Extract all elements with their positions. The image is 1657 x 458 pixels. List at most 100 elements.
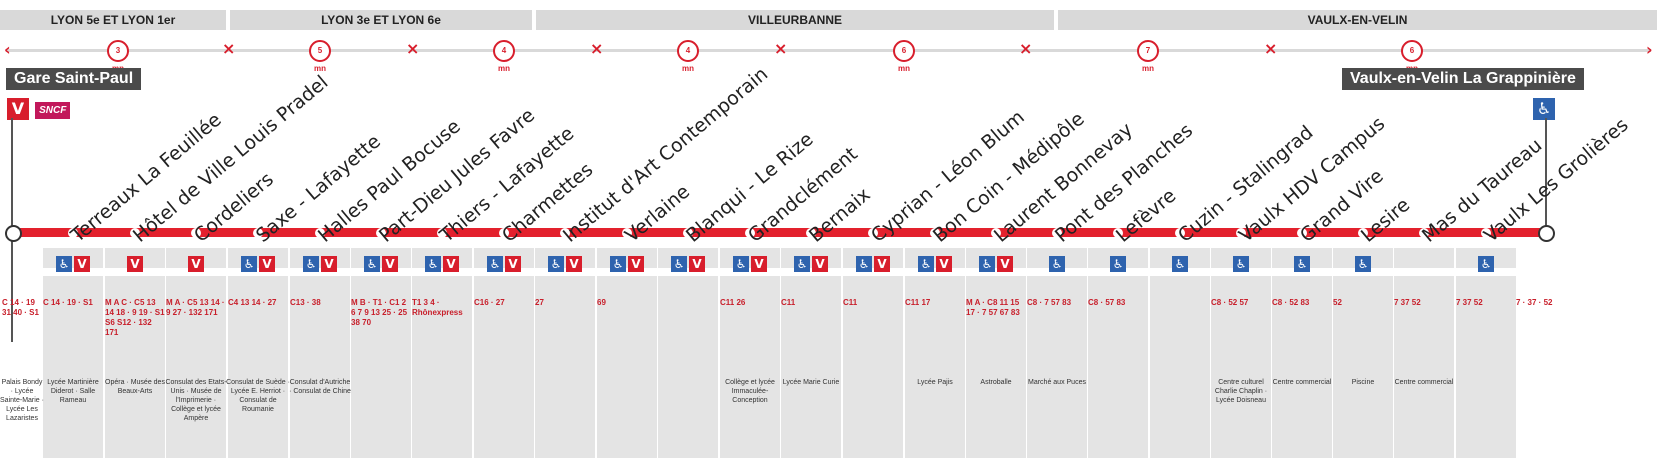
stop-column xyxy=(720,248,780,458)
stop-services: ♿ V xyxy=(533,256,597,275)
stop-services: ♿ xyxy=(1209,256,1273,275)
stop-dot xyxy=(1419,228,1429,238)
velov-icon: V xyxy=(321,256,337,272)
column-divider xyxy=(105,268,165,276)
accessible-icon: ♿ xyxy=(733,256,749,272)
velov-icon: V xyxy=(505,256,521,272)
accessible-icon: ♿ xyxy=(610,256,626,272)
velov-icon: V xyxy=(812,256,828,272)
stop-column xyxy=(905,248,965,458)
column-divider xyxy=(290,268,350,276)
stop-column xyxy=(535,248,595,458)
stop-connections: 52 xyxy=(1333,298,1342,307)
stop-dot xyxy=(991,228,1001,238)
east-terminal-line xyxy=(1545,118,1547,232)
accessible-icon: ♿ xyxy=(856,256,872,272)
velov-icon: V xyxy=(689,256,705,272)
timer-icon: 4 mn xyxy=(677,40,699,73)
velov-icon: V xyxy=(936,256,952,272)
accessible-icon: ♿ xyxy=(1294,256,1310,272)
column-divider xyxy=(412,268,472,276)
velov-icon: V xyxy=(127,256,143,272)
stop-dot xyxy=(1236,228,1246,238)
column-divider xyxy=(1088,268,1148,276)
stop-services: ♿ V xyxy=(718,256,782,275)
stop-connections: C8 · 7 57 83 xyxy=(1027,298,1072,307)
stop-column xyxy=(43,248,103,458)
timer-icon: 4 mn xyxy=(493,40,515,73)
stop-dot xyxy=(1113,228,1123,238)
stop-column xyxy=(781,248,841,458)
timer-icon: 6 mn xyxy=(1401,40,1423,73)
column-divider xyxy=(166,268,226,276)
stop-column xyxy=(966,248,1026,458)
stop-services: ♿ xyxy=(1454,256,1518,275)
timer-icon: 6 mn xyxy=(893,40,915,73)
column-divider xyxy=(1027,268,1087,276)
stop-dot xyxy=(253,228,263,238)
accessible-icon: ♿ xyxy=(794,256,810,272)
accessible-icon: ♿ xyxy=(364,256,380,272)
stop-dot xyxy=(130,228,140,238)
stop-services: ♿ V xyxy=(288,256,352,275)
stop-poi: Piscine xyxy=(1351,379,1375,386)
chevron-left-icon: ‹ xyxy=(4,40,11,59)
terminus-dot-east xyxy=(1538,225,1555,242)
stop-dot xyxy=(376,228,386,238)
accessible-icon: ♿ xyxy=(1478,256,1494,272)
stop-column xyxy=(1333,248,1393,458)
stop-poi: Astroballe xyxy=(980,379,1012,386)
train-v-icon: V xyxy=(7,98,29,120)
accessible-icon: ♿ xyxy=(918,256,934,272)
stop-dot xyxy=(315,228,325,238)
stop-services: ♿ xyxy=(1270,256,1334,275)
column-divider xyxy=(43,268,103,276)
column-divider xyxy=(843,268,903,276)
column-divider xyxy=(966,268,1026,276)
stop-services: ♿ V xyxy=(841,256,905,275)
column-divider xyxy=(781,268,841,276)
stop-poi: Centre commercial xyxy=(1272,379,1332,386)
velov-icon: V xyxy=(751,256,767,272)
stop-connections: C16 · 27 xyxy=(474,298,505,307)
stop-services: ♿ V xyxy=(41,256,105,275)
stop-services: V xyxy=(164,256,228,275)
stop-connections: 7 37 52 xyxy=(1394,298,1421,307)
stop-dot xyxy=(683,228,693,238)
time-scale-line xyxy=(6,49,1651,52)
stop-services: ♿ V xyxy=(472,256,536,275)
stop-connections: C 14 · 19 31 40 · S1 xyxy=(2,298,39,317)
column-divider xyxy=(474,268,534,276)
stop-poi: Centre commercial xyxy=(1394,379,1454,386)
column-divider xyxy=(535,268,595,276)
velov-icon: V xyxy=(628,256,644,272)
stop-column xyxy=(843,248,903,458)
velov-icon: V xyxy=(997,256,1013,272)
stop-services: ♿ xyxy=(1148,256,1212,275)
sncf-logo-icon: SNCF xyxy=(35,102,71,119)
stop-connections: C8 · 57 83 xyxy=(1088,298,1126,307)
stop-dot xyxy=(806,228,816,238)
velov-icon: V xyxy=(74,256,90,272)
stop-column xyxy=(1272,248,1332,458)
stop-connections: C11 xyxy=(843,298,858,307)
travel-time-scale xyxy=(0,40,1657,62)
accessible-icon: ♿ xyxy=(979,256,995,272)
stop-dot xyxy=(1358,228,1368,238)
terminus-dot-west xyxy=(5,225,22,242)
zone-boundary-icon: × xyxy=(406,39,420,58)
stop-column xyxy=(290,248,350,458)
velov-icon: V xyxy=(259,256,275,272)
stop-column xyxy=(474,248,534,458)
stop-connections: M A C · C5 13 14 18 · 9 19 · S1 S6 S12 ·… xyxy=(105,298,165,337)
stop-dot xyxy=(437,228,447,238)
stop-connections: M A · C8 11 15 17 · 7 57 67 83 xyxy=(966,298,1020,317)
stop-column xyxy=(1027,248,1087,458)
stop-connections: 7 37 52 xyxy=(1456,298,1483,307)
stop-poi: Consulat d'Autriche · Consulat de Chine xyxy=(289,379,351,395)
stop-poi: Opéra · Musée des Beaux-Arts xyxy=(105,379,165,395)
stop-column xyxy=(105,248,165,458)
stop-column xyxy=(1456,248,1516,458)
zone-vaulx: VAULX-EN-VELIN xyxy=(1058,10,1657,30)
stop-connections: 69 xyxy=(597,298,606,307)
